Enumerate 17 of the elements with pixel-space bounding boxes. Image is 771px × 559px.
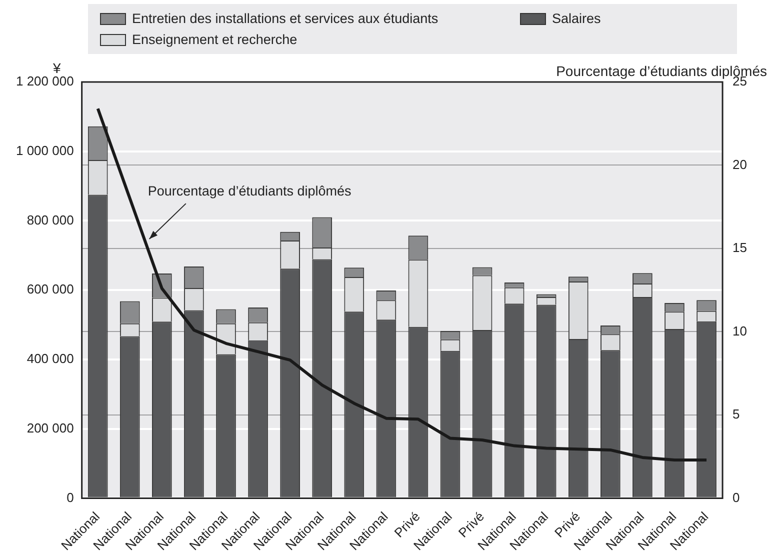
y2-tick-label: 15 <box>732 240 748 256</box>
y-axis-title: ¥ <box>52 60 61 76</box>
y-tick-label: 1 200 000 <box>16 74 74 89</box>
legend-label: Enseignement et recherche <box>132 32 298 47</box>
y2-tick-label: 5 <box>732 406 740 422</box>
y2-tick-label: 0 <box>732 490 740 505</box>
y2-tick-label: 10 <box>732 323 748 338</box>
legend-label: Entretien des installations et services aux étudiants <box>132 11 438 26</box>
y-tick-label: 400 000 <box>26 351 74 366</box>
y-tick-label: 800 000 <box>26 212 74 228</box>
y-tick-label: 0 <box>66 490 74 505</box>
series-label: Pourcentage d’étudiants diplômés <box>148 184 352 199</box>
y-tick-label: 200 000 <box>26 420 74 436</box>
y2-tick-label: 20 <box>732 156 748 172</box>
y-tick-label: 1 000 000 <box>16 142 74 158</box>
legend-label: Salaires <box>552 11 601 26</box>
y-tick-label: 600 000 <box>26 282 74 297</box>
